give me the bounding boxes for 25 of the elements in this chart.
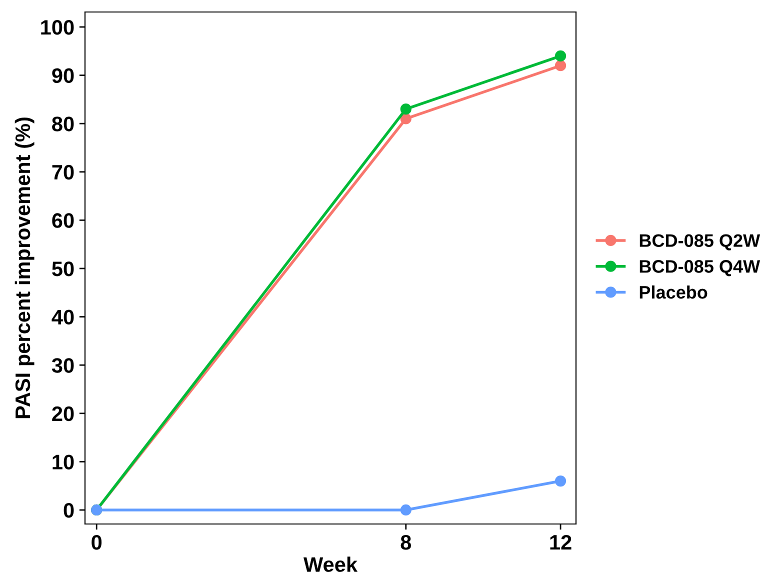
y-tick-label: 50 <box>52 261 74 276</box>
x-tick-label: 0 <box>92 534 102 550</box>
point <box>554 475 566 487</box>
y-tick-label: 60 <box>52 213 74 228</box>
y-tick-label: 90 <box>52 68 74 84</box>
point <box>400 104 412 115</box>
y-tick-label: 40 <box>52 310 74 325</box>
y-tick-label: 70 <box>52 164 74 180</box>
y-tick-label: 30 <box>52 358 74 373</box>
y-tick-label: 10 <box>52 454 74 470</box>
legend-label: BCD-085 Q4W <box>640 260 760 276</box>
point <box>554 60 566 72</box>
y-tick-label: 0 <box>64 502 74 518</box>
x-tick-label: 12 <box>550 534 572 550</box>
y-tick-label: 20 <box>52 406 74 422</box>
point <box>554 50 566 62</box>
y-tick-label: 100 <box>41 20 74 35</box>
y-axis-title: PASI percent improvement (%) <box>14 118 34 418</box>
point <box>400 504 412 516</box>
x-axis-title: Week <box>303 556 358 572</box>
legend-label: Placebo <box>640 285 708 299</box>
point <box>400 113 412 124</box>
y-tick-label: 80 <box>52 116 74 132</box>
x-tick-label: 8 <box>400 534 412 550</box>
legend-label: BCD-085 Q2W <box>640 234 760 250</box>
